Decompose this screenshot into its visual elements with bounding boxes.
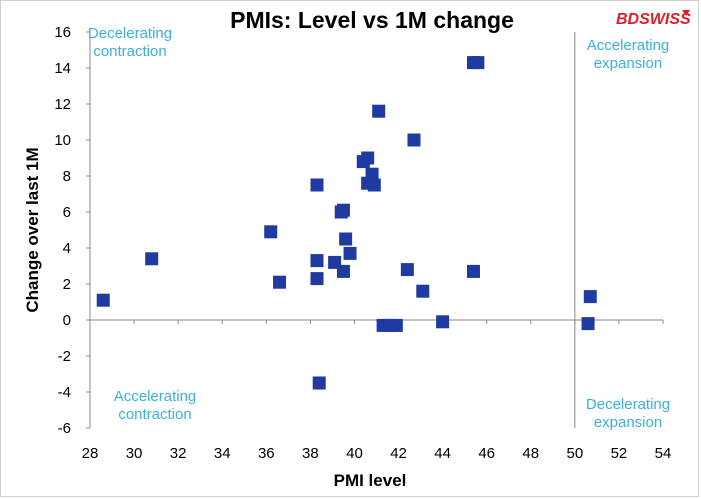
bdswiss-logo: BDSWISS: [616, 10, 691, 28]
scatter-point: [367, 178, 381, 192]
scatter-point: [145, 252, 159, 266]
scatter-point: [471, 56, 485, 70]
quadrant-label-line: contraction: [118, 406, 191, 423]
scatter-point: [343, 246, 357, 260]
x-tick-label: 40: [346, 445, 363, 462]
x-tick-label: 34: [214, 445, 231, 462]
quadrant-label-line: Accelerating: [587, 37, 670, 54]
x-tick-label: 46: [478, 445, 495, 462]
x-tick-label: 54: [655, 445, 672, 462]
y-tick-label: -4: [58, 384, 71, 401]
x-tick-label: 52: [611, 445, 628, 462]
y-tick-label: 16: [54, 24, 71, 41]
y-tick-label: 0: [63, 312, 71, 329]
y-tick-label: 6: [63, 204, 71, 221]
scatter-point: [339, 232, 353, 246]
y-tick-label: 12: [54, 96, 71, 113]
quadrant-label: Accelerating expansion: [587, 37, 670, 72]
y-tick-label: -6: [58, 420, 71, 437]
y-tick-label: 4: [63, 240, 71, 257]
data-points: [96, 56, 597, 390]
y-tick-label: 2: [63, 276, 71, 293]
x-tick-label: 50: [567, 445, 584, 462]
scatter-point: [407, 133, 421, 147]
x-tick-label: 42: [390, 445, 407, 462]
scatter-point: [273, 275, 287, 289]
y-tick-label: 10: [54, 132, 71, 149]
scatter-point: [389, 318, 403, 332]
scatter-point: [336, 264, 350, 278]
axes: [86, 31, 664, 429]
scatter-point: [361, 151, 375, 165]
scatter-point: [466, 264, 480, 278]
y-tick-label: 14: [54, 60, 71, 77]
quadrant-label: Decelerating contraction: [88, 25, 172, 60]
x-tick-label: 28: [82, 445, 99, 462]
y-tick-label: 8: [63, 168, 71, 185]
quadrant-label: Accelerating contraction: [114, 388, 197, 423]
scatter-point: [416, 284, 430, 298]
x-tick-label: 36: [258, 445, 275, 462]
quadrant-label-line: contraction: [93, 43, 166, 60]
scatter-point: [310, 254, 324, 268]
scatter-point: [372, 104, 386, 118]
scatter-point: [436, 315, 450, 329]
logo-mark-icon: [682, 10, 690, 16]
scatter-point: [96, 293, 110, 307]
quadrant-label-line: expansion: [594, 414, 662, 431]
x-tick-label: 30: [126, 445, 143, 462]
scatter-point: [312, 376, 326, 390]
x-tick-label: 48: [522, 445, 539, 462]
scatter-point: [310, 178, 324, 192]
quadrant-labels: Decelerating contraction Accelerating expan…: [88, 25, 670, 431]
scatter-point: [400, 263, 414, 277]
scatter-point: [264, 225, 278, 239]
scatter-point: [583, 290, 597, 304]
quadrant-label-line: Decelerating: [88, 25, 172, 42]
quadrant-label-line: Decelerating: [586, 396, 670, 413]
quadrant-label: Decelerating expansion: [586, 396, 670, 431]
y-axis-title: Change over last 1M: [23, 147, 42, 312]
scatter-point: [336, 203, 350, 217]
x-tick-label: 38: [302, 445, 319, 462]
chart-title: PMIs: Level vs 1M change: [230, 7, 514, 33]
x-tick-label: 32: [170, 445, 187, 462]
x-tick-label: 44: [434, 445, 451, 462]
scatter-point: [365, 167, 379, 181]
scatter-point: [581, 317, 595, 331]
quadrant-label-line: expansion: [594, 55, 662, 72]
scatter-point: [310, 272, 324, 286]
x-axis-title: PMI level: [334, 471, 407, 490]
quadrant-label-line: Accelerating: [114, 388, 197, 405]
logo-text: BDSWISS: [616, 11, 691, 28]
y-tick-label: -2: [58, 348, 71, 365]
